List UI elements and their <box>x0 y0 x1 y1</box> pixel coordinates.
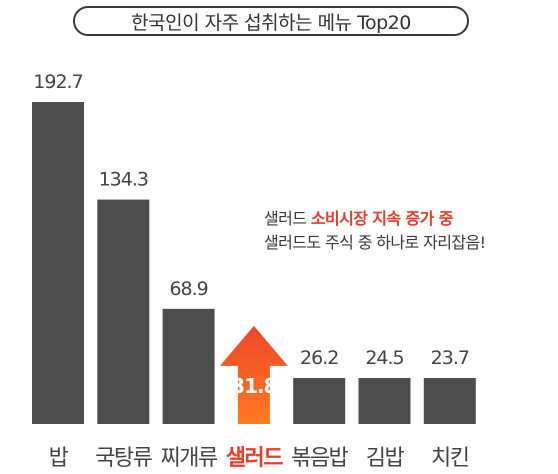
annotation-prefix: 샐러드 <box>264 209 311 228</box>
bar-6 <box>423 378 476 424</box>
value-label-5: 24.5 <box>365 347 403 369</box>
category-label-5: 김밥 <box>366 446 405 471</box>
annotation-line-2: 샐러드도 주식 중 하나로 자리잡음! <box>264 233 486 252</box>
value-label-1: 134.3 <box>99 169 148 191</box>
category-label-2: 찌개류 <box>160 446 217 471</box>
bar-5 <box>358 378 411 424</box>
chart-title: 한국인이 자주 섭취하는 메뉴 Top20 <box>73 6 469 36</box>
category-label-4: 볶음밥 <box>291 446 348 471</box>
value-label-0: 192.7 <box>33 71 82 93</box>
value-label-3: 31.8 <box>231 374 276 398</box>
annotation-line-1: 샐러드 소비시장 지속 증가 중 <box>264 207 558 231</box>
chart-annotation: 샐러드 소비시장 지속 증가 중 샐러드도 주식 중 하나로 자리잡음! <box>264 207 558 255</box>
annotation-highlight: 소비시장 지속 증가 중 <box>310 209 454 228</box>
value-label-2: 68.9 <box>169 278 207 300</box>
category-label-3: 샐러드 <box>226 446 283 471</box>
bar-1 <box>97 199 150 424</box>
category-label-6: 치킨 <box>431 446 469 471</box>
value-label-4: 26.2 <box>300 347 338 369</box>
category-label-0: 밥 <box>49 446 69 471</box>
category-label-1: 국탕류 <box>95 446 152 471</box>
value-label-6: 23.7 <box>431 347 469 369</box>
bar-2 <box>162 308 215 424</box>
bar-4 <box>293 378 346 424</box>
bar-0 <box>32 102 84 424</box>
bar-3 <box>219 325 288 424</box>
